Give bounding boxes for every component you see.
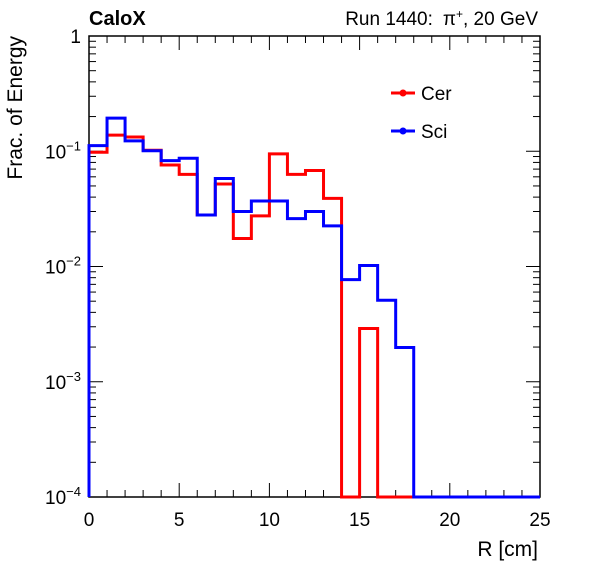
run-info-label: Run 1440: π+, 20 GeV (345, 7, 538, 30)
x-axis-title: R [cm] (477, 538, 538, 561)
x-tick-label: 25 (529, 510, 550, 531)
x-axis-ticks: 0 5 10 15 20 25 (84, 36, 551, 531)
x-tick-label: 20 (439, 510, 460, 531)
legend-marker-sci (399, 127, 407, 135)
x-tick-label: 10 (259, 510, 280, 531)
y-axis-title: Frac. of Energy (4, 36, 27, 180)
y-axis-ticks: 110−110−210−310−4 (45, 27, 540, 509)
x-tick-label: 5 (174, 510, 185, 531)
experiment-label: CaloX (89, 8, 146, 30)
y-tick-base: 10 (45, 488, 66, 509)
particle-charge: + (456, 7, 463, 21)
y-tick-label: 10−2 (45, 254, 81, 279)
y-tick-base: 10 (45, 142, 66, 163)
y-tick-exponent: −2 (66, 254, 81, 269)
y-tick-label: 10−1 (45, 138, 81, 163)
legend-label-sci: Sci (421, 122, 447, 143)
y-tick-base: 10 (45, 258, 66, 279)
y-tick-label: 1 (70, 27, 81, 48)
y-tick-base: 10 (45, 373, 66, 394)
energy-label: , 20 GeV (463, 9, 538, 30)
plot-frame (88, 35, 541, 498)
series-layer (87, 116, 540, 499)
legend-label-cer: Cer (421, 84, 452, 105)
series-line-sci (87, 116, 540, 499)
x-tick-label: 15 (349, 510, 370, 531)
x-tick-label: 0 (84, 510, 95, 531)
y-tick-label: 10−4 (45, 484, 81, 509)
y-tick-base: 1 (70, 27, 81, 48)
y-tick-exponent: −4 (66, 484, 81, 499)
legend-marker-cer (399, 89, 407, 97)
y-tick-exponent: −1 (66, 138, 81, 153)
series-line-cer (87, 133, 540, 499)
y-tick-label: 10−3 (45, 369, 81, 394)
y-tick-exponent: −3 (66, 369, 81, 384)
run-label: Run 1440: (345, 9, 433, 30)
legend: Cer Sci (391, 84, 452, 143)
particle-label: π (443, 9, 456, 30)
